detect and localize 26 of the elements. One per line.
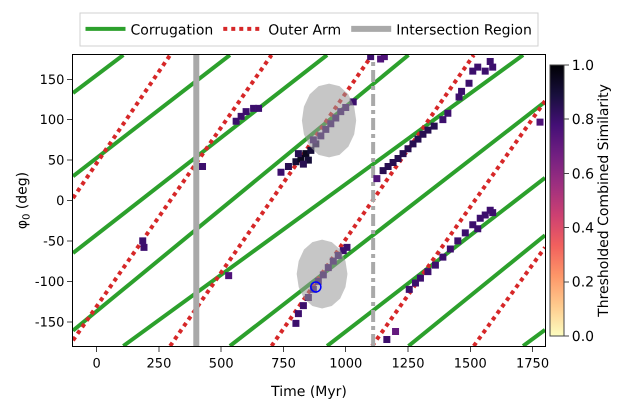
color-bar-label: 0.6 [572, 166, 594, 182]
color-bar-label: 0.2 [572, 274, 594, 291]
x-tick-label: 1250 [391, 356, 425, 372]
x-tick-label: 1000 [329, 356, 362, 372]
color-bar-label: 0.0 [572, 328, 594, 345]
x-tick-label: 500 [208, 356, 234, 372]
y-tick-label: 0 [56, 194, 64, 210]
y-tick-label: 100 [40, 113, 64, 128]
y-tick-label: 50 [48, 154, 64, 169]
color-bar-label: 0.8 [572, 112, 594, 128]
color-bar-label: 1.0 [572, 58, 594, 74]
color-bar-label: 0.4 [572, 220, 594, 236]
x-tick-label: 750 [271, 356, 296, 372]
x-tick-label: 1500 [454, 356, 487, 372]
y-tick-label: -100 [34, 274, 64, 290]
legend-label: Outer Arm [268, 22, 342, 38]
legend-label: Corrugation [130, 22, 214, 38]
y-tick-label: 150 [40, 72, 64, 88]
y-tick-label: -50 [43, 234, 64, 250]
x-tick-label: 250 [146, 356, 172, 372]
y-tick-label: -150 [34, 315, 64, 330]
legend-label: Intersection Region [396, 22, 532, 38]
x-tick-label: 1750 [516, 356, 550, 372]
x-tick-label: 0 [92, 356, 101, 372]
x-axis-title: Time (Myr) [270, 384, 347, 400]
color-bar-title: Thresholded Combined Similarity [596, 84, 612, 318]
